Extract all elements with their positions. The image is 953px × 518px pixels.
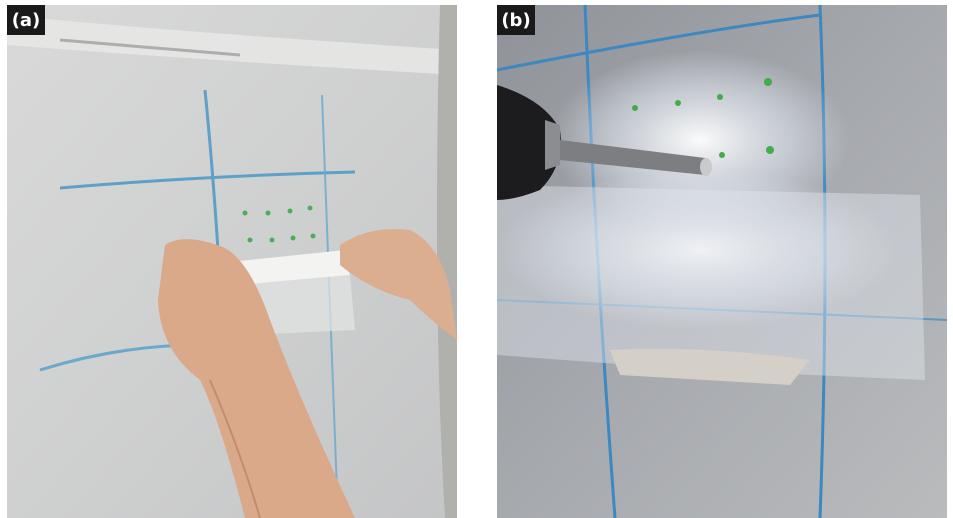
panel-label: (b) (501, 10, 530, 31)
photo-a (7, 5, 457, 518)
panel-label: (a) (12, 10, 41, 31)
figure: (a) (b) (0, 0, 953, 518)
photo-b (497, 5, 947, 518)
